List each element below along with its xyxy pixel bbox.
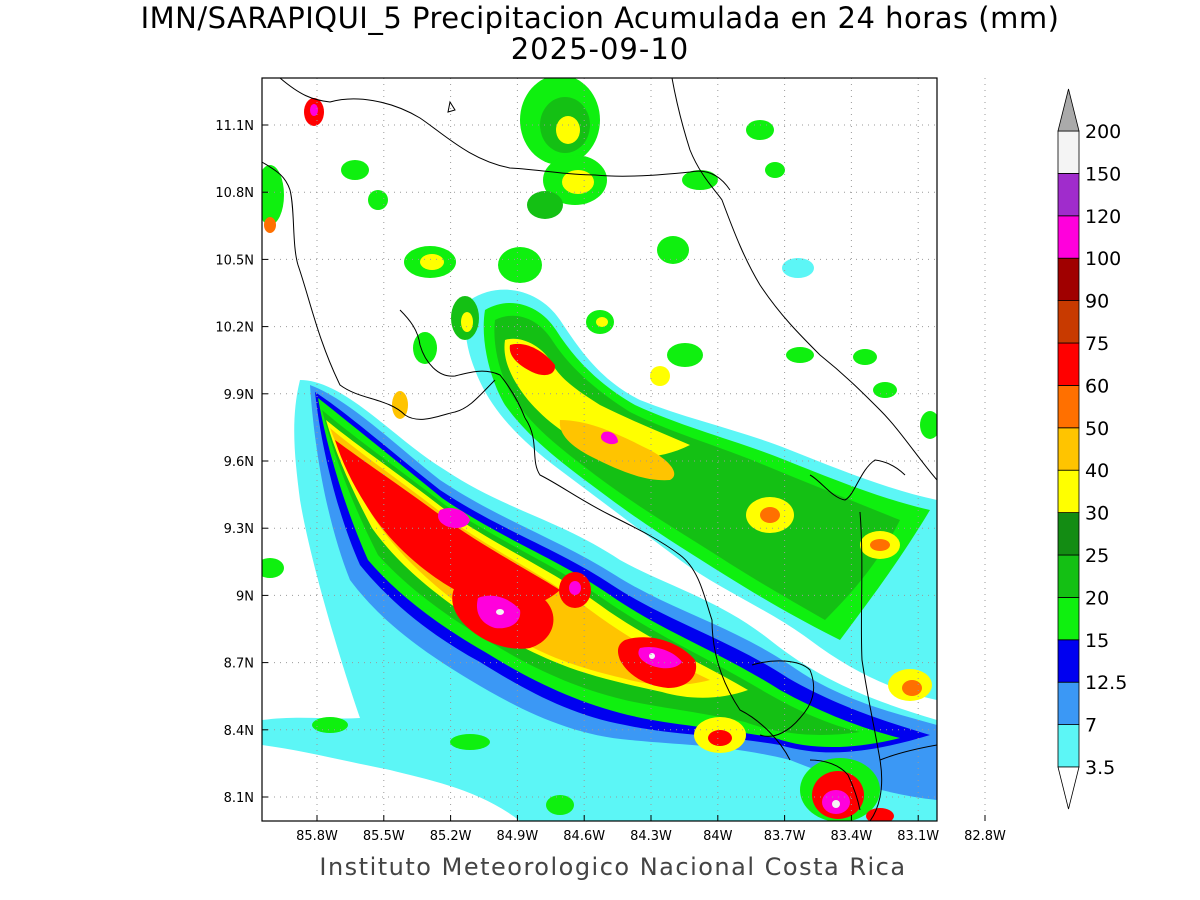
- lon-tick-label: 85.5W: [363, 829, 405, 844]
- colorbar-swatch: [1057, 427, 1080, 471]
- colorbar-level-label: 7: [1085, 715, 1097, 737]
- colorbar-swatch: [1057, 172, 1080, 217]
- precipitation-field: [262, 78, 937, 821]
- lat-tick-label: 8.1N: [224, 791, 254, 806]
- rain-max-marker: [496, 609, 504, 615]
- colorbar-swatch: [1057, 384, 1080, 429]
- colorbar-level-label: 50: [1085, 418, 1109, 440]
- lon-tick-label: 83.4W: [830, 829, 872, 844]
- colorbar-high-triangle: [1057, 88, 1080, 132]
- colorbar-level-label: 100: [1085, 248, 1121, 270]
- map-date: 2025-09-10: [510, 32, 690, 66]
- rain-cells-north: [262, 78, 937, 750]
- lat-tick-label: 9.6N: [224, 455, 254, 470]
- panama-border: [809, 459, 906, 821]
- colorbar-level-label: 3.5: [1085, 757, 1115, 779]
- lat-tick-label: 10.5N: [215, 253, 254, 268]
- institution-credit: Instituto Meteorologico Nacional Costa R…: [319, 853, 907, 881]
- rain-core-magenta-2: [438, 508, 470, 528]
- lake-islet: [447, 100, 456, 113]
- colorbar-swatch: [1057, 597, 1080, 641]
- pacific-coast-central: [524, 417, 791, 761]
- lon-tick-label: 84.3W: [630, 829, 672, 844]
- rain-core-magenta-north: [600, 431, 618, 445]
- colorbar-level-label: 90: [1085, 291, 1109, 313]
- lat-tick-label: 10.8N: [215, 186, 254, 201]
- colorbar-swatch: [1057, 130, 1080, 174]
- colorbar-swatch: [1057, 512, 1080, 556]
- lat-tick-label: 8.7N: [224, 657, 254, 672]
- lon-tick-label: 85.2W: [430, 829, 472, 844]
- colorbar-swatch: [1057, 300, 1080, 344]
- map-frame: [261, 77, 938, 822]
- caribbean-coast: [671, 78, 937, 481]
- colorbar-legend: 3.5 7 12.5 15 20 25 30 40 50 60 75 90 100 120 150 200: [1057, 88, 1127, 810]
- panama-south-coast: [879, 744, 937, 761]
- colorbar-swatch: [1057, 724, 1080, 768]
- colorbar-swatch: [1057, 469, 1080, 514]
- colorbar-swatch: [1057, 681, 1080, 726]
- colorbar-low-triangle: [1057, 766, 1080, 810]
- lon-tick-label: 85.8W: [296, 829, 338, 844]
- rain-north-band-orange: [559, 420, 675, 481]
- lon-tick-label: 84W: [703, 829, 733, 844]
- nicoya-gulf: [399, 309, 526, 419]
- colorbar-level-label: 60: [1085, 375, 1109, 397]
- osa-peninsula: [751, 660, 815, 737]
- coastlines-borders: [262, 78, 937, 821]
- lon-tick-label: 82.8W: [964, 829, 1006, 844]
- lat-tick-label: 11.1N: [215, 119, 254, 134]
- colorbar-swatch: [1057, 639, 1080, 683]
- longitude-axis: 85.8W 85.5W 85.2W 84.9W 84.6W 84.3W 84W 83.7W 83…: [296, 815, 1006, 844]
- rain-max-marker-2: [649, 653, 655, 659]
- lon-tick-label: 84.6W: [563, 829, 605, 844]
- colorbar-level-label: 15: [1085, 630, 1109, 652]
- lon-tick-label: 83.1W: [897, 829, 939, 844]
- colorbar-level-label: 40: [1085, 460, 1109, 482]
- colorbar-level-label: 200: [1085, 121, 1121, 143]
- colorbar-level-label: 75: [1085, 333, 1109, 355]
- latitude-axis: 11.1N 10.8N 10.5N 10.2N 9.9N 9.6N 9.3N 9N 8.7N 8.…: [215, 119, 268, 806]
- colorbar-swatch: [1057, 342, 1080, 386]
- colorbar-swatch: [1057, 215, 1080, 259]
- rain-core-red-north: [509, 343, 556, 376]
- colorbar-level-label: 150: [1085, 163, 1121, 185]
- rain-cells-southeast: [546, 497, 932, 821]
- nicaragua-border: [279, 78, 731, 191]
- colorbar-level-label: 120: [1085, 206, 1121, 228]
- rain-core-magenta-3: [638, 646, 682, 669]
- rain-north-band-darkgreen: [494, 315, 900, 620]
- colorbar-level-label: 12.5: [1085, 672, 1127, 694]
- lon-tick-label: 84.9W: [496, 829, 538, 844]
- lon-tick-label: 83.7W: [764, 829, 806, 844]
- colorbar-swatch: [1057, 554, 1080, 598]
- lat-tick-label: 10.2N: [215, 321, 254, 336]
- map-title: IMN/SARAPIQUI_5 Precipitacion Acumulada …: [140, 1, 1060, 35]
- lat-tick-label: 9.9N: [224, 388, 254, 403]
- colorbar-swatch: [1057, 257, 1080, 302]
- lat-tick-label: 9.3N: [224, 522, 254, 537]
- colorbar-level-label: 30: [1085, 503, 1109, 525]
- burica-coast: [809, 759, 861, 811]
- colorbar-level-label: 20: [1085, 587, 1109, 609]
- lat-tick-label: 9N: [236, 589, 254, 604]
- colorbar-level-label: 25: [1085, 545, 1109, 567]
- lat-tick-label: 8.4N: [224, 724, 254, 739]
- pacific-coast-nicoya: [262, 161, 496, 420]
